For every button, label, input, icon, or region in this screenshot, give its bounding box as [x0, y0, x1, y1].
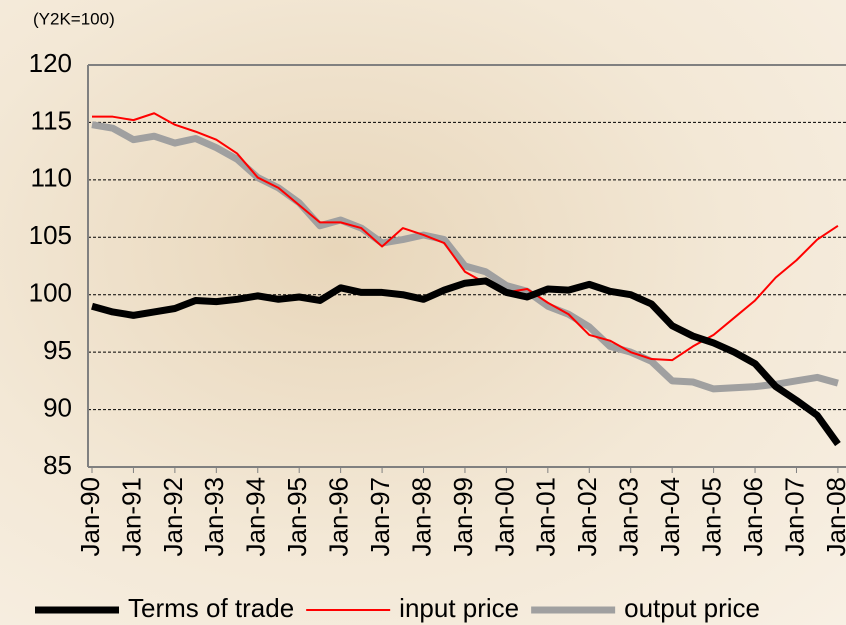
- x-tick-label: Jan-94: [241, 477, 271, 557]
- x-tick-label: Jan-08: [821, 477, 846, 557]
- x-tick-label: Jan-99: [448, 477, 478, 557]
- legend-label: input price: [399, 593, 519, 623]
- x-tick-label: Jan-90: [75, 477, 105, 557]
- legend-label: output price: [624, 593, 760, 623]
- line-series: [92, 113, 838, 360]
- y-tick-label: 100: [29, 278, 72, 308]
- x-tick-label: Jan-91: [116, 477, 146, 557]
- x-tick-label: Jan-02: [572, 477, 602, 557]
- y-tick-label: 90: [43, 392, 72, 422]
- x-tick-label: Jan-05: [696, 477, 726, 557]
- x-tick-label: Jan-04: [655, 477, 685, 557]
- y-tick-label: 120: [29, 48, 72, 78]
- x-tick-label: Jan-03: [614, 477, 644, 557]
- y-tick-label: 95: [43, 335, 72, 365]
- y-tick-label: 85: [43, 450, 72, 480]
- chart: (Y2K=100) 85 90 95 100 105 110 115 120 Jan-90 Jan…: [0, 0, 846, 625]
- x-tick-label: Jan-95: [282, 477, 312, 557]
- x-tick-label: Jan-06: [738, 477, 768, 557]
- legend-label: Terms of trade: [128, 593, 294, 623]
- x-tick-label: Jan-96: [324, 477, 354, 557]
- x-tick-label: Jan-98: [406, 477, 436, 557]
- line-series: [92, 281, 838, 444]
- x-tick-label: Jan-01: [531, 477, 561, 557]
- x-tick-label: Jan-97: [365, 477, 395, 557]
- y-tick-label: 105: [29, 220, 72, 250]
- annotation: (Y2K=100): [33, 9, 115, 28]
- x-tick-label: Jan-00: [489, 477, 519, 557]
- y-tick-label: 110: [31, 163, 72, 193]
- x-tick-label: Jan-07: [779, 477, 809, 557]
- x-tick-label: Jan-92: [158, 477, 188, 557]
- legend: Terms of trade input price output price: [35, 593, 760, 623]
- x-tick-label: Jan-93: [199, 477, 229, 557]
- y-tick-label: 115: [31, 105, 72, 135]
